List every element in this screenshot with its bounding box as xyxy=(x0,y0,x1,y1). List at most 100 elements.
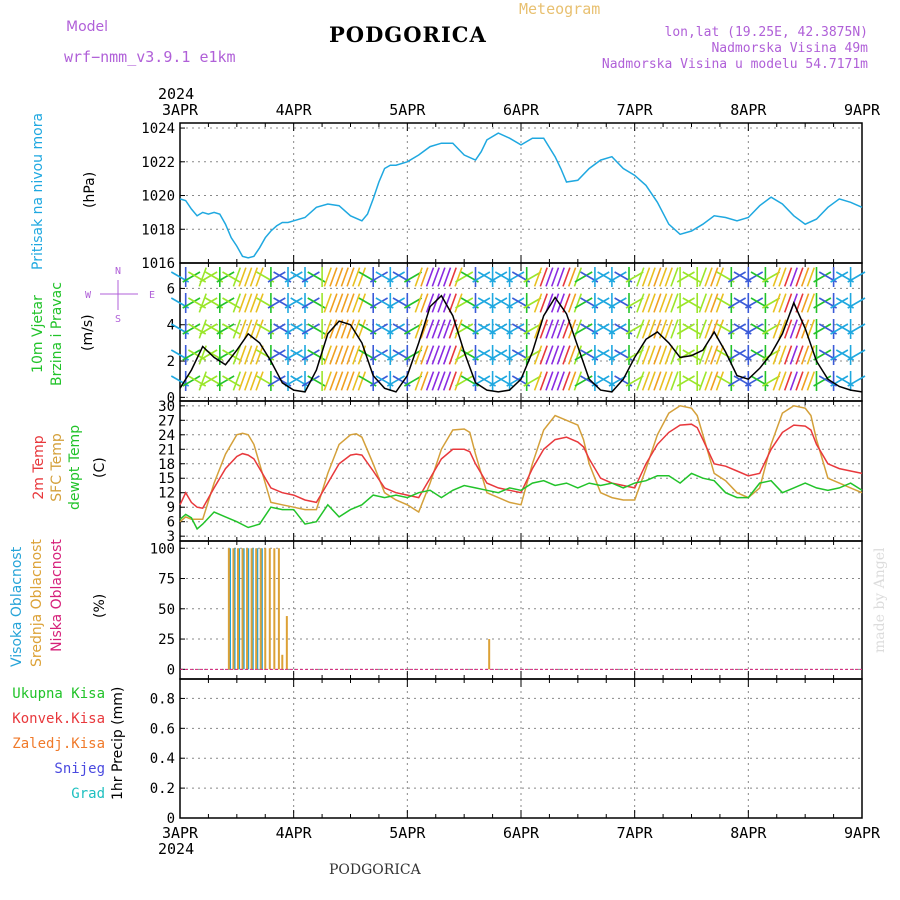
wind-arrow xyxy=(772,371,781,391)
wind-arrow xyxy=(744,271,764,283)
wind-arrow xyxy=(323,293,332,313)
wind-arrow xyxy=(334,293,344,313)
wind-arrow xyxy=(772,319,781,339)
wind-arrow xyxy=(454,319,463,339)
wind-arrow xyxy=(442,371,452,391)
top-day-label: 4APR xyxy=(276,101,313,119)
wind-arrow xyxy=(414,345,423,365)
cloud-ytick-label: 100 xyxy=(150,541,175,557)
wind-arrow xyxy=(550,319,560,339)
meteogram-label: Meteogram xyxy=(519,0,601,18)
temperature-ytick-label: 3 xyxy=(167,529,175,545)
wind-arrow xyxy=(608,349,627,361)
wind-arrow xyxy=(472,323,491,335)
wind-arrow xyxy=(574,349,593,361)
wind-arrow xyxy=(573,345,583,365)
wind-arrow xyxy=(783,293,793,313)
wind-arrow xyxy=(249,267,259,287)
wind-arrow xyxy=(795,371,804,391)
wind-arrow xyxy=(658,371,668,391)
wind-arrow xyxy=(255,371,264,391)
wind-arrow xyxy=(800,267,810,287)
wind-arrow xyxy=(806,319,816,339)
wind-arrow xyxy=(489,375,508,387)
wind-arrow xyxy=(369,297,389,309)
wind-arrow xyxy=(647,293,656,313)
wind-arrow xyxy=(255,267,264,287)
wind-arrow xyxy=(506,323,525,335)
wind-arrow xyxy=(216,297,235,309)
wind-arrow xyxy=(761,271,781,283)
wind-arrow xyxy=(761,297,781,309)
wind-arrow xyxy=(357,293,367,313)
wind-arrow xyxy=(255,345,264,365)
wind-arrow xyxy=(698,293,708,313)
wind-arrow xyxy=(744,375,764,387)
wind-arrow xyxy=(455,297,474,309)
2m-temp-line xyxy=(179,423,863,510)
wind-arrow xyxy=(346,371,355,391)
wind-arrow xyxy=(715,293,725,313)
bottom-day-label: 6APR xyxy=(503,824,540,842)
wind-arrow xyxy=(323,319,332,339)
precip-legend-freezing: Zaledj.Kisa xyxy=(12,736,105,752)
wind-arrow xyxy=(284,271,303,283)
wind-arrow xyxy=(232,371,242,391)
wind-arrow xyxy=(437,371,446,391)
wind-arrow xyxy=(625,375,644,387)
wind-arrow xyxy=(249,371,259,391)
wind-arrow xyxy=(789,267,798,287)
wind-arrow xyxy=(386,349,406,361)
wind-arrow xyxy=(636,293,645,313)
wind-arrow xyxy=(523,323,542,335)
wind-arrow xyxy=(653,267,662,287)
wind-arrow xyxy=(199,297,218,309)
temperature-ytick-label: 6 xyxy=(167,515,175,531)
wind-arrow xyxy=(636,371,645,391)
wind-arrow xyxy=(625,271,644,283)
wind-arrow xyxy=(352,371,361,391)
bottom-day-label: 8APR xyxy=(730,824,767,842)
wind-arrow xyxy=(414,293,423,313)
wind-arrow xyxy=(301,323,320,335)
wind-arrow xyxy=(761,375,781,387)
pressure-line xyxy=(179,132,863,259)
wind-arrow xyxy=(222,375,241,387)
wind-arrow xyxy=(647,371,656,391)
wind-arrow xyxy=(244,293,253,313)
wind-arrow xyxy=(455,375,474,387)
wind-arrow xyxy=(199,375,218,387)
wind-arrow xyxy=(545,345,554,365)
wind-arrow xyxy=(489,271,508,283)
wind-arrow xyxy=(641,293,651,313)
wind-arrow xyxy=(369,349,389,361)
wind-arrow xyxy=(562,319,571,339)
compass-w-label: W xyxy=(85,290,92,301)
dewpoint-line xyxy=(179,472,863,531)
wind-arrow xyxy=(778,293,787,313)
precip-legend-hail: Grad xyxy=(71,786,105,802)
wind-arrow xyxy=(284,349,303,361)
wind-arrow xyxy=(830,297,849,309)
wind-arrow xyxy=(489,323,508,335)
wind-arrow xyxy=(539,293,548,313)
wind-arrow xyxy=(425,371,435,391)
top-day-label: 8APR xyxy=(730,101,767,119)
wind-arrow xyxy=(267,375,286,387)
wind-arrow xyxy=(301,271,320,283)
wind-arrow xyxy=(437,267,446,287)
wind-arrow xyxy=(329,371,338,391)
wind-arrow xyxy=(334,267,344,287)
wind-arrow xyxy=(249,345,259,365)
wind-arrow xyxy=(574,271,593,283)
wind-arrow xyxy=(591,323,610,335)
wind-arrow xyxy=(216,271,235,283)
wind-arrow xyxy=(789,371,798,391)
wind-arrow xyxy=(323,371,332,391)
wind-arrow xyxy=(267,297,286,309)
wind-arrow xyxy=(369,271,389,283)
wind-arrow xyxy=(573,319,583,339)
wind-arrow xyxy=(806,267,816,287)
wind-arrow xyxy=(676,323,695,335)
cloud-ytick-label: 75 xyxy=(158,572,175,588)
